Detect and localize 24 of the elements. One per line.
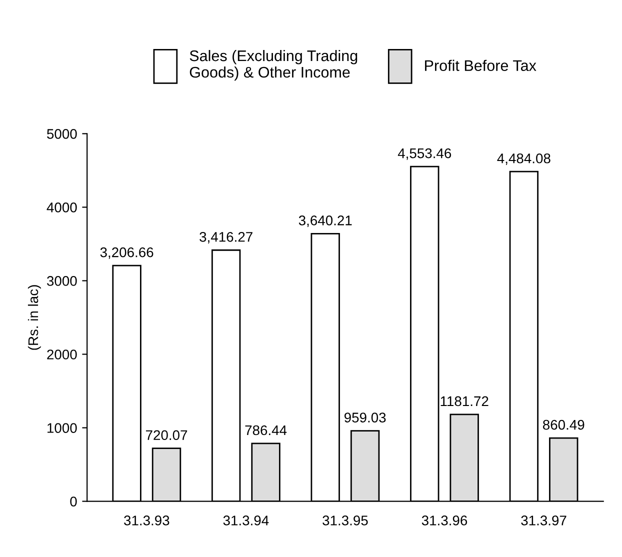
data-label: 786.44 [245,425,287,436]
legend-label: Sales (Excluding Trading Goods) & Other Income [190,50,358,81]
y-tick-label: 1000 [48,423,77,433]
y-axis-title: (Rs. in lac) [28,285,41,350]
y-tick-label: 2000 [47,350,77,360]
y-tick-label: 4000 [46,202,77,212]
y-tick-label: 5000 [47,129,77,139]
y-tick-label: 0 [70,496,77,506]
legend-label: Profit Before Tax [425,60,536,72]
data-label: 3,416.27 [200,232,252,244]
data-label: 1181.72 [440,396,488,406]
y-tick-label: 3000 [46,276,77,286]
data-label: 3,206.66 [100,247,154,259]
data-label: 720.07 [146,430,188,440]
x-tick-label: 31.3.97 [521,516,566,526]
data-label: 4,484.08 [497,153,550,165]
data-label: 860.49 [542,420,584,430]
x-tick-label: 31.3.93 [124,516,170,526]
x-tick-label: 31.3.96 [422,516,468,526]
x-tick-label: 31.3.94 [223,516,269,526]
x-tick-label: 31.3.95 [322,516,368,526]
data-label: 3,640.21 [298,216,352,227]
data-label: 959.03 [344,412,386,422]
data-label: 4,553.46 [398,148,452,160]
